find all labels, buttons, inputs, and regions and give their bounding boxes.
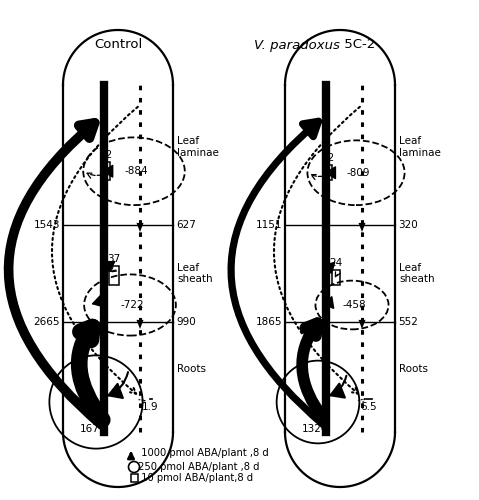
Polygon shape (137, 320, 144, 329)
Text: 37: 37 (107, 254, 121, 264)
Text: 6.5: 6.5 (360, 402, 377, 412)
Bar (324, 166, 331, 180)
Text: -722: -722 (120, 300, 144, 310)
Text: 627: 627 (176, 220, 196, 230)
Text: 320: 320 (398, 220, 418, 230)
Text: Roots: Roots (177, 364, 206, 374)
Text: 2665: 2665 (34, 317, 60, 327)
Bar (148, 398, 152, 399)
Text: -809: -809 (346, 168, 370, 177)
Text: 32: 32 (99, 150, 113, 160)
Polygon shape (358, 223, 365, 232)
Text: 250 pmol ABA/plant ,8 d: 250 pmol ABA/plant ,8 d (138, 462, 260, 472)
Text: Roots: Roots (399, 364, 428, 374)
Polygon shape (137, 223, 144, 232)
Bar (131, 474, 138, 482)
Text: V. paradoxus: V. paradoxus (254, 38, 340, 52)
Bar (332, 270, 340, 285)
Text: 1.9: 1.9 (142, 402, 159, 412)
Text: 552: 552 (398, 317, 418, 327)
Text: Control: Control (94, 38, 142, 52)
Polygon shape (358, 320, 365, 329)
Text: 10 pmol ABA/plant,8 d: 10 pmol ABA/plant,8 d (138, 473, 253, 483)
Text: 24: 24 (330, 258, 342, 268)
Text: -458: -458 (342, 300, 366, 310)
Text: 1865: 1865 (255, 317, 282, 327)
Text: Leaf
sheath: Leaf sheath (177, 262, 213, 284)
Text: -884: -884 (124, 166, 148, 176)
Text: 1543: 1543 (34, 220, 60, 230)
Text: Leaf
sheath: Leaf sheath (399, 262, 434, 284)
Bar (365, 398, 372, 399)
Text: 1677: 1677 (80, 424, 106, 434)
Text: 5C-2: 5C-2 (340, 38, 375, 52)
Bar (102, 162, 110, 180)
Text: 1320: 1320 (302, 424, 328, 434)
Text: 22: 22 (321, 154, 335, 164)
Bar (109, 266, 119, 285)
Text: Leaf
laminae: Leaf laminae (177, 136, 219, 158)
Text: Leaf
laminae: Leaf laminae (399, 136, 441, 158)
Text: 990: 990 (176, 317, 196, 327)
Text: 1000 pmol ABA/plant ,8 d: 1000 pmol ABA/plant ,8 d (138, 448, 269, 458)
Text: 1151: 1151 (255, 220, 282, 230)
